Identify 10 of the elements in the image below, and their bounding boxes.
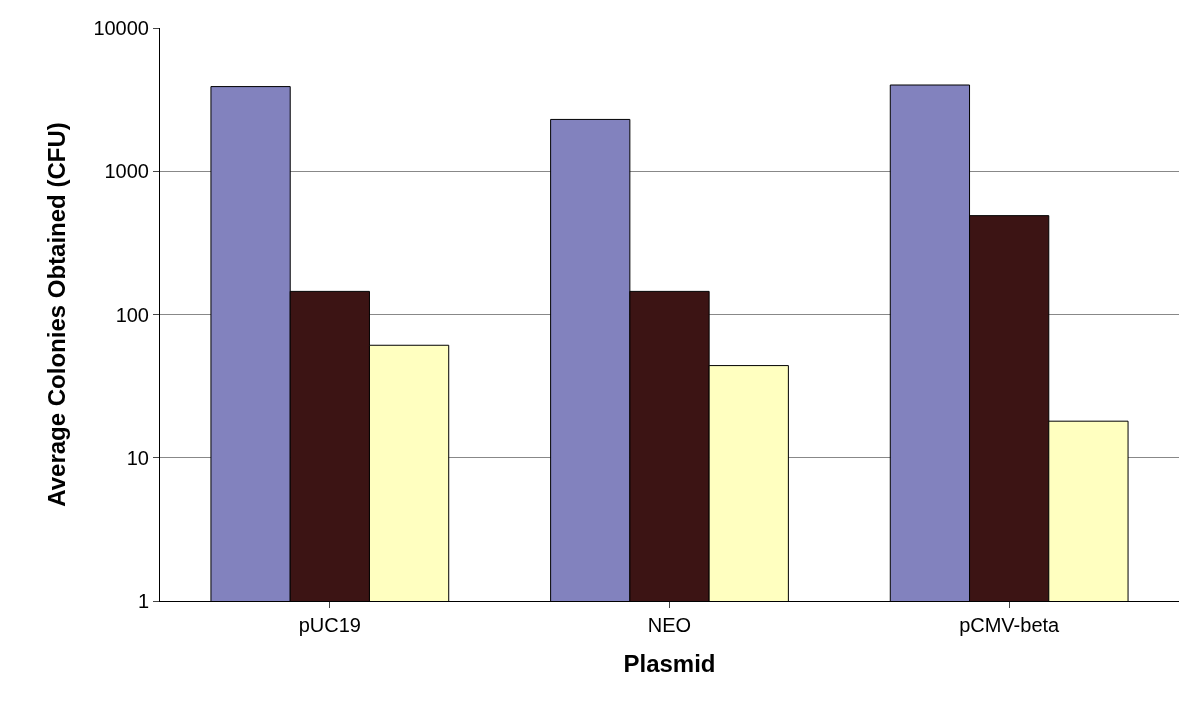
x-axis-title: Plasmid xyxy=(623,650,716,678)
x-tick-label: pCMV-beta xyxy=(959,614,1061,636)
y-tick-label: 1000 xyxy=(104,160,149,183)
x-tick-label: NEO xyxy=(647,614,692,636)
y-tick-label: 10 xyxy=(126,446,149,469)
y-tick-label: 10000 xyxy=(93,17,149,39)
y-tick-label: 100 xyxy=(115,303,149,326)
x-tick-label: pUC19 xyxy=(298,614,361,636)
y-tick-label: 1 xyxy=(137,590,149,612)
y-axis-title: Average Colonies Obtained (CFU) xyxy=(43,122,71,507)
